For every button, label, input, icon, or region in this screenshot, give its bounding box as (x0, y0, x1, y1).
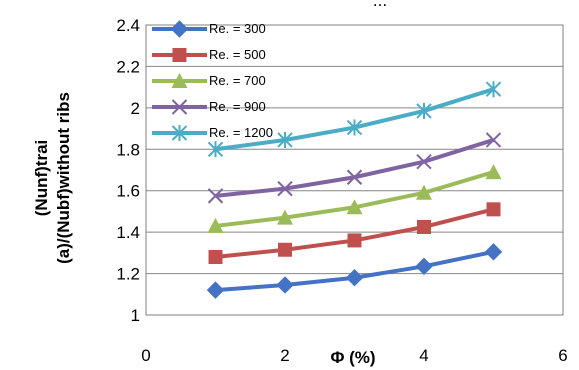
data-point (171, 73, 188, 88)
data-point (346, 169, 363, 185)
y-tick-label: 1.8 (116, 140, 140, 159)
data-point (486, 202, 501, 217)
series-line (215, 170, 495, 228)
data-point (206, 281, 225, 299)
data-point (207, 188, 224, 204)
legend-item: Re. = 700 (152, 73, 266, 88)
series (208, 202, 501, 264)
data-point (278, 242, 292, 257)
x-tick-labels: 0 2 4 6 (141, 346, 567, 365)
y-tick-label: 2.4 (116, 16, 140, 35)
series (207, 164, 502, 233)
legend-item: Re. = 1200 (152, 125, 273, 141)
legend-label: Re. = 300 (209, 21, 266, 36)
data-point (208, 250, 223, 264)
series (207, 132, 502, 204)
x-tick-label: 4 (419, 346, 428, 365)
data-point (170, 20, 189, 38)
data-point (346, 119, 363, 136)
data-point (417, 219, 431, 234)
y-axis-label-line-1: (Nunf)trai (32, 140, 51, 216)
x-tick-label: 0 (141, 346, 150, 365)
data-point (346, 199, 363, 215)
y-tick-label: 1 (131, 306, 140, 325)
y-tick-label: 2.2 (116, 57, 140, 76)
data-point (484, 243, 503, 261)
series-line (215, 207, 494, 259)
x-tick-label: 2 (280, 346, 289, 365)
y-tick-label: 1.2 (116, 265, 140, 284)
legend-item: Re. = 300 (152, 20, 266, 38)
data-point (485, 81, 502, 98)
y-axis-label-line-2: (a)/(Nubf)without ribs (54, 92, 73, 264)
y-tick-label: 1.4 (116, 223, 140, 242)
data-point (277, 209, 293, 225)
data-point (276, 276, 294, 294)
data-point (347, 233, 362, 248)
legend-label: Re. = 1200 (209, 125, 273, 140)
data-point (485, 132, 502, 148)
data-point (416, 154, 432, 170)
plot-area-frame (145, 24, 564, 316)
data-point (277, 131, 293, 148)
data-point (485, 164, 502, 180)
data-point (416, 102, 432, 119)
y-tick-label: 2 (131, 99, 140, 118)
data-point (207, 141, 224, 158)
data-point (416, 184, 432, 200)
data-point (345, 269, 364, 287)
series-line (215, 138, 495, 198)
data-point (171, 125, 188, 141)
x-axis-label: Φ (%) (330, 348, 375, 367)
legend-label: Re. = 900 (209, 99, 266, 114)
y-tick-labels: 1 1.2 1.4 1.6 1.8 2 2.2 2.4 (116, 16, 140, 325)
legend-label: Re. = 700 (209, 73, 266, 88)
x-tick-label: 6 (558, 346, 567, 365)
header-text: ... (373, 0, 387, 10)
data-point (171, 99, 188, 115)
series (207, 81, 502, 158)
legend: Re. = 300 Re. = 500 Re. = 700 Re. = 900 Re. … (152, 20, 273, 141)
legend-item: Re. = 900 (152, 99, 266, 115)
legend-label: Re. = 500 (209, 47, 266, 62)
series-layer (206, 81, 503, 299)
data-point (172, 48, 187, 62)
data-point (207, 217, 224, 233)
series (206, 243, 503, 299)
y-tick-label: 1.6 (116, 182, 140, 201)
legend-item: Re. = 500 (152, 47, 266, 62)
data-point (277, 180, 293, 197)
data-point (415, 257, 433, 276)
